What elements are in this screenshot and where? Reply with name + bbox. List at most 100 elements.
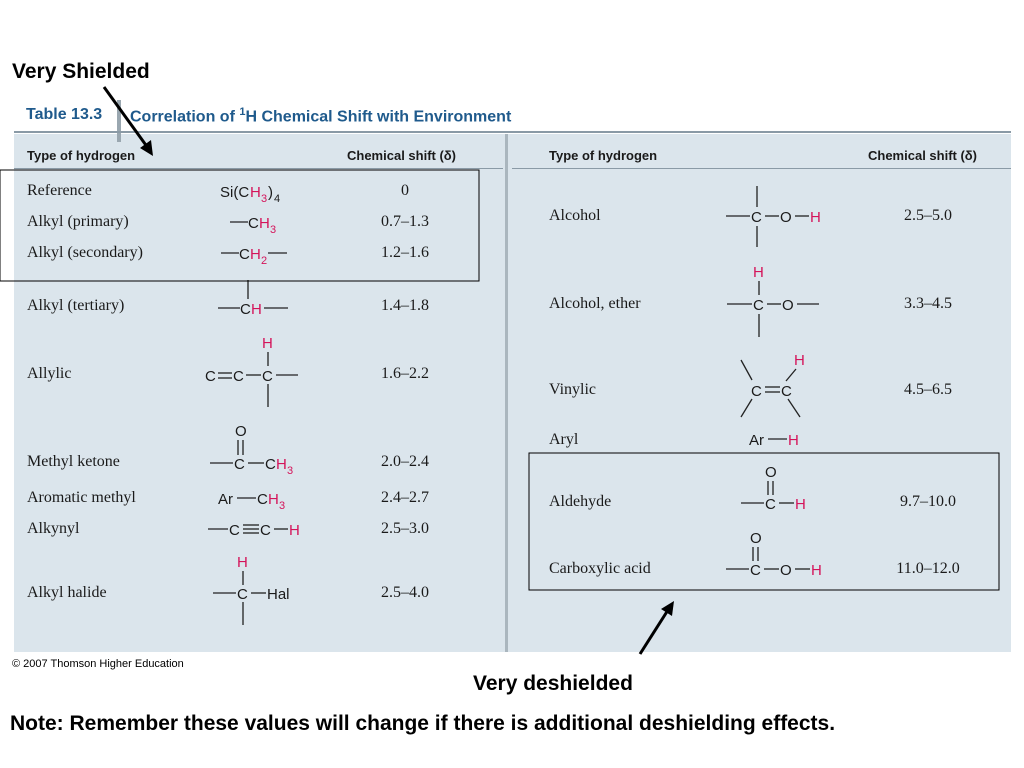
deshielded-arrow-icon [638,601,674,655]
svg-text:H: H [268,491,279,508]
row-name-aromatic-methyl: Aromatic methyl [27,489,136,506]
svg-text:H: H [795,496,806,513]
svg-text:C: C [753,297,764,314]
row-name-allylic: Allylic [27,365,72,382]
row-name-reference: Reference [27,182,92,199]
deshielded-highlight-box [528,452,1000,591]
svg-text:3: 3 [261,193,267,205]
row-shift-alcohol-ether: 3.3–4.5 [904,295,952,312]
structure-carboxylic-acid: O C O H [726,530,822,579]
svg-text:): ) [268,184,273,201]
table-number: Table 13.3 [26,106,103,123]
svg-text:C: C [205,368,216,385]
structure-vinylic: H C C [740,352,805,418]
svg-text:3: 3 [287,465,293,477]
row-name-methyl-ketone: Methyl ketone [27,453,120,470]
svg-text:O: O [750,530,762,547]
shielded-highlight-box [0,169,480,282]
right-header-rule [512,168,1011,169]
table-panel [14,134,1011,652]
title-divider [117,100,121,142]
very-deshielded-label: Very deshielded [473,672,633,695]
svg-text:O: O [780,209,792,226]
left-col-shift-header: Chemical shift (δ) [347,148,457,163]
svg-text:C: C [257,491,268,508]
svg-text:C: C [751,209,762,226]
structure-tetramethylsilane: Si(C H 3) 4 [220,184,280,205]
table-title: Correlation of 1H Chemical Shift with En… [130,106,512,126]
svg-text:C: C [781,383,792,400]
row-shift-allylic: 1.6–2.2 [381,365,429,382]
row-shift-carboxylic-acid: 11.0–12.0 [896,560,960,577]
row-shift-vinylic: 4.5–6.5 [904,381,952,398]
row-name-alcohol: Alcohol [549,207,601,224]
structure-allylic: H C C C [205,335,298,407]
svg-text:C: C [239,246,250,263]
row-shift-alcohol: 2.5–5.0 [904,207,952,224]
svg-text:C: C [240,301,251,318]
svg-text:O: O [235,423,247,440]
row-shift-alkyl-halide: 2.5–4.0 [381,584,429,601]
svg-text:Ar: Ar [218,491,233,508]
right-col-type-header: Type of hydrogen [549,148,658,163]
svg-text:Si(C: Si(C [220,184,249,201]
row-name-alkyl-primary: Alkyl (primary) [27,213,129,230]
column-divider [505,134,508,652]
svg-text:C: C [265,456,276,473]
svg-text:H: H [794,352,805,369]
header-top-rule [14,131,1011,133]
structure-alkyl-halide: H C Hal [213,554,290,625]
row-shift-aromatic-methyl: 2.4–2.7 [381,489,429,506]
svg-text:C: C [262,368,273,385]
row-shift-alkyl-primary: 0.7–1.3 [381,213,429,230]
very-shielded-label: Very Shielded [12,60,150,83]
row-name-alkyl-tertiary: Alkyl (tertiary) [27,297,125,314]
row-name-alkyl-halide: Alkyl halide [27,584,107,601]
svg-text:O: O [780,562,792,579]
shielded-arrow-icon [102,86,153,156]
row-name-aldehyde: Aldehyde [549,493,612,510]
structure-alkynyl: C C H [208,522,300,539]
right-col-shift-header: Chemical shift (δ) [868,148,978,163]
row-name-aryl: Aryl [549,431,579,448]
svg-text:H: H [289,522,300,539]
row-shift-reference: 0 [401,182,409,199]
structure-aryl: Ar H [749,432,799,449]
svg-text:H: H [262,335,273,352]
svg-text:C: C [229,522,240,539]
row-shift-alkyl-tertiary: 1.4–1.8 [381,297,429,314]
svg-text:H: H [753,264,764,281]
svg-text:Ar: Ar [749,432,764,449]
svg-text:2: 2 [261,255,267,267]
structure-alcohol: C O H [726,186,821,247]
row-name-alcohol-ether: Alcohol, ether [549,295,641,312]
row-name-carboxylic-acid: Carboxylic acid [549,560,651,577]
svg-text:C: C [233,368,244,385]
svg-text:H: H [237,554,248,571]
row-name-vinylic: Vinylic [549,381,597,398]
row-shift-methyl-ketone: 2.0–2.4 [381,453,429,470]
svg-text:C: C [751,383,762,400]
svg-text:H: H [788,432,799,449]
svg-text:O: O [765,464,777,481]
row-name-alkynyl: Alkynyl [27,520,80,537]
svg-text:C: C [750,562,761,579]
svg-text:C: C [234,456,245,473]
svg-text:3: 3 [270,224,276,236]
svg-text:C: C [248,215,259,232]
svg-text:Hal: Hal [267,586,290,603]
left-col-type-header: Type of hydrogen [27,148,136,163]
svg-text:C: C [765,496,776,513]
svg-text:3: 3 [279,500,285,512]
svg-text:C: C [260,522,271,539]
row-shift-alkynyl: 2.5–3.0 [381,520,429,537]
svg-text:H: H [250,246,261,263]
svg-text:H: H [251,301,262,318]
svg-text:H: H [250,184,261,201]
